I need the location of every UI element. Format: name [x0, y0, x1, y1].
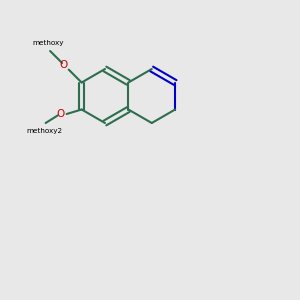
- Text: methoxy: methoxy: [33, 40, 64, 46]
- Text: O: O: [59, 59, 68, 70]
- Text: O: O: [56, 109, 65, 119]
- Text: methoxy2: methoxy2: [26, 128, 62, 134]
